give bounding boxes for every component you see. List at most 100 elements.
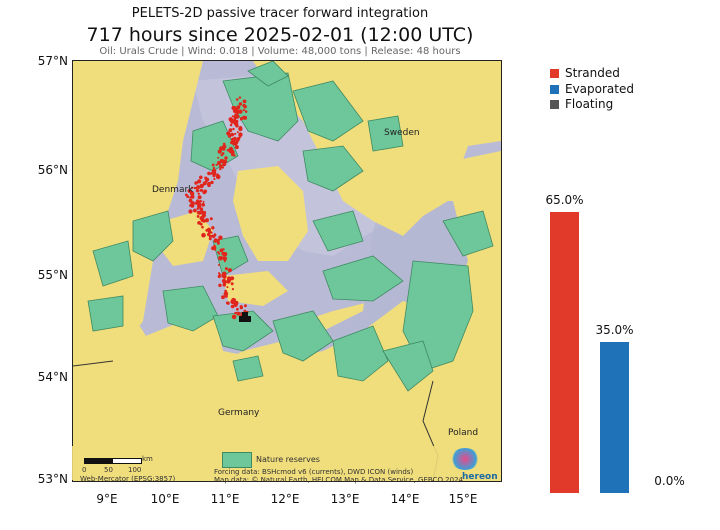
tracer-particle (239, 117, 243, 121)
tracer-particle (207, 171, 211, 176)
tracer-particle (236, 136, 241, 141)
bar-label-stranded: 65.0% (545, 193, 584, 207)
tracer-particle (199, 207, 204, 211)
tracer-particle (219, 248, 224, 253)
tracer-particle (231, 153, 234, 157)
tracer-particle (232, 127, 235, 131)
lat-label-55: 55°N (37, 268, 68, 282)
tracer-particle (188, 209, 193, 214)
legend-label-evaporated: Evaporated (565, 82, 634, 96)
tracer-particle (213, 244, 216, 248)
lon-label-12: 12°E (270, 492, 300, 506)
tracer-particle (222, 147, 226, 151)
tracer-particle (199, 175, 203, 180)
legend-swatch-evaporated (550, 85, 559, 94)
lat-label-57: 57°N (37, 54, 68, 68)
tracer-particle (230, 282, 234, 286)
tracer-particle (235, 123, 239, 128)
tracer-particle (231, 314, 237, 320)
scale-tick-0: 0 (82, 466, 87, 474)
ship-icon (239, 312, 251, 322)
danish-german-border (73, 360, 114, 367)
tracer-particle (233, 302, 238, 307)
zealand-land (233, 166, 308, 261)
tracer-particle (212, 174, 216, 178)
nature-reserves-label: Nature reserves (256, 455, 320, 464)
jutland-land (73, 61, 203, 361)
tracer-particle (199, 183, 204, 189)
tracer-particle (232, 106, 236, 109)
hereon-logo-icon (450, 448, 480, 470)
tracer-particle (226, 286, 229, 289)
tracer-particle (223, 260, 226, 263)
tracer-particle (193, 208, 197, 213)
tracer-particle (218, 235, 223, 240)
tracer-particle (232, 119, 237, 124)
tracer-particle (200, 188, 203, 192)
tracer-particle (211, 168, 217, 174)
tracer-particle (226, 301, 230, 305)
lat-label-56: 56°N (37, 163, 68, 177)
lon-label-14: 14°E (390, 492, 420, 506)
tracer-particle (209, 234, 212, 238)
lon-label-10: 10°E (150, 492, 180, 506)
tracer-particle (202, 200, 205, 203)
hereon-logo-text: hereon (462, 472, 498, 482)
lon-label-13: 13°E (330, 492, 360, 506)
tracer-particle (197, 179, 202, 184)
tracer-particle (196, 210, 201, 215)
tracer-particle (224, 267, 228, 271)
tracer-particle (238, 96, 242, 99)
tracer-particle (207, 232, 211, 237)
tracer-particle (222, 280, 227, 285)
scale-tick-100: 100 (128, 466, 142, 474)
tracer-particle (234, 145, 239, 150)
bar-label-evaporated: 35.0% (595, 323, 634, 337)
tracer-particle (215, 174, 221, 180)
lat-label-54: 54°N (37, 370, 68, 384)
tracer-particle (218, 255, 223, 261)
tracer-particle (231, 288, 234, 291)
scale-unit: km (142, 455, 153, 463)
lon-label-15: 15°E (448, 492, 478, 506)
tracer-particle (190, 186, 194, 189)
tracer-particle (214, 248, 217, 251)
label-poland: Poland (448, 428, 479, 438)
bar-evaporated (600, 342, 629, 493)
tracer-particle (242, 99, 247, 104)
tracer-particle (234, 132, 237, 135)
tracer-particle (243, 304, 247, 308)
tracer-particle (222, 248, 225, 251)
tracer-particle (228, 128, 233, 133)
tracer-particle (222, 142, 226, 146)
legend-label-stranded: Stranded (565, 66, 620, 80)
credit-mapdata: Map data: © Natural Earth, HELCOM Map & … (214, 476, 463, 484)
tracer-particle (223, 291, 229, 297)
tracer-particle (232, 152, 235, 155)
legend-item-floating: Floating (550, 97, 613, 111)
tracer-particle (201, 202, 206, 207)
tracer-particle (238, 109, 243, 114)
tracer-particle (224, 156, 228, 160)
lolland-land (223, 271, 288, 306)
tracer-particle (189, 191, 195, 196)
tracer-particle (205, 218, 209, 223)
tracer-particle (215, 163, 218, 166)
tracer-particle (233, 136, 237, 141)
tracer-particle (211, 246, 216, 251)
tracer-particle (212, 166, 216, 170)
tracer-particle (231, 297, 236, 303)
label-denmark: Denmark (152, 185, 194, 195)
tracer-particle (195, 188, 200, 193)
tracer-particle (203, 210, 206, 214)
tracer-particle (197, 195, 202, 200)
tracer-particle (221, 295, 225, 300)
tracer-particle (217, 149, 222, 154)
tracer-particle (196, 215, 200, 218)
scale-tick-50: 50 (104, 466, 113, 474)
tracer-particle (209, 217, 213, 221)
tracer-particle (238, 126, 243, 132)
tracer-particle (243, 309, 247, 313)
legend-label-floating: Floating (565, 97, 614, 111)
tracer-particle (213, 177, 216, 181)
